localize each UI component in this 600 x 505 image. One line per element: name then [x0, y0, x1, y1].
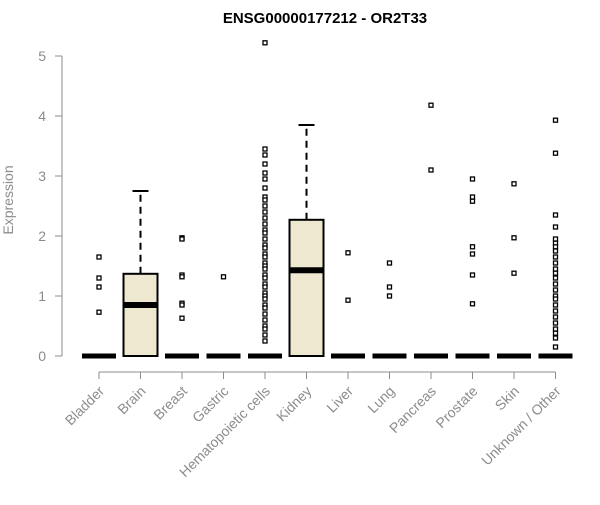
y-tick-label: 4: [38, 108, 46, 124]
outlier-point: [552, 344, 559, 350]
outlier-point: [552, 117, 559, 123]
box-iqr: [288, 218, 325, 357]
x-tick-label: Prostate: [432, 383, 480, 431]
outlier-point: [552, 270, 559, 276]
box-iqr: [122, 272, 159, 357]
outlier-point: [552, 244, 559, 250]
outlier-point: [262, 185, 268, 191]
outlier-point: [469, 244, 476, 250]
x-tick-label: Breast: [150, 383, 190, 423]
x-tick-label: Liver: [323, 383, 356, 416]
outlier-point: [552, 330, 559, 336]
y-tick-label: 0: [38, 348, 46, 364]
outlier-point: [345, 297, 351, 303]
outlier-point: [552, 254, 559, 260]
outlier-point: [96, 254, 102, 260]
outlier-point: [469, 194, 476, 200]
x-tick-label: Unknown / Other: [478, 383, 564, 469]
outlier-point: [511, 181, 517, 187]
chart-title: ENSG00000177212 - OR2T33: [223, 10, 427, 27]
outlier-point: [552, 212, 559, 218]
outlier-point: [262, 311, 268, 317]
boxes-layer: [82, 124, 573, 359]
outlier-point: [262, 326, 268, 332]
outlier-point: [262, 254, 268, 260]
outlier-point: [262, 40, 268, 46]
y-tick-label: 2: [38, 228, 46, 244]
y-tick-label: 5: [38, 48, 46, 64]
outlier-point: [220, 274, 227, 280]
outlier-point: [179, 315, 185, 321]
outlier-point: [469, 176, 476, 182]
outlier-point: [552, 150, 559, 156]
outlier-point: [552, 260, 559, 266]
outliers-layer: [96, 40, 559, 350]
outlier-point: [262, 305, 268, 311]
outlier-point: [262, 176, 268, 182]
outlier-point: [262, 266, 268, 272]
outlier-point: [552, 335, 559, 341]
outlier-point: [262, 284, 268, 290]
outlier-point: [469, 272, 476, 278]
outlier-point: [386, 284, 393, 290]
outlier-point: [96, 284, 102, 290]
outlier-point: [428, 167, 434, 173]
outlier-point: [262, 152, 268, 158]
outlier-point: [428, 102, 434, 108]
y-axis-label: Expression: [0, 165, 16, 234]
outlier-point: [469, 301, 476, 307]
outlier-point: [552, 326, 559, 332]
y-tick-label: 3: [38, 168, 46, 184]
outlier-point: [96, 309, 102, 315]
x-tick-label: Brain: [114, 383, 148, 417]
outlier-point: [386, 293, 393, 299]
outlier-point: [262, 203, 268, 209]
outlier-point: [386, 260, 393, 266]
outlier-point: [552, 248, 559, 254]
outlier-point: [552, 281, 559, 287]
outlier-point: [469, 251, 476, 257]
outlier-point: [262, 332, 268, 338]
outlier-point: [179, 236, 185, 242]
outlier-point: [262, 275, 268, 281]
outlier-point: [552, 275, 559, 281]
outlier-point: [552, 308, 559, 314]
outlier-point: [179, 274, 185, 280]
outlier-point: [511, 235, 517, 241]
outlier-point: [262, 215, 268, 221]
outlier-point: [262, 230, 268, 236]
outlier-point: [552, 287, 559, 293]
outlier-point: [469, 198, 476, 204]
outlier-point: [552, 314, 559, 320]
x-tick-label: Kidney: [273, 383, 315, 425]
outlier-point: [262, 236, 268, 242]
outlier-point: [262, 245, 268, 251]
x-tick-label: Skin: [492, 383, 523, 414]
outlier-point: [552, 320, 559, 326]
outlier-point: [262, 221, 268, 227]
outlier-point: [262, 338, 268, 344]
outlier-point: [262, 170, 268, 176]
outlier-point: [552, 266, 559, 272]
x-tick-label: Bladder: [62, 383, 108, 429]
outlier-point: [262, 317, 268, 323]
y-tick-label: 1: [38, 288, 46, 304]
outlier-point: [345, 250, 351, 256]
outlier-point: [552, 302, 559, 308]
outlier-point: [262, 146, 268, 152]
outlier-point: [262, 209, 268, 215]
outlier-point: [179, 302, 185, 308]
outlier-point: [262, 296, 268, 302]
outlier-point: [552, 224, 559, 230]
x-tick-label: Lung: [364, 383, 397, 416]
outlier-point: [262, 161, 268, 167]
outlier-point: [552, 296, 559, 302]
outlier-point: [511, 270, 517, 276]
outlier-point: [552, 236, 559, 242]
outlier-point: [96, 275, 102, 281]
outlier-point: [262, 197, 268, 203]
